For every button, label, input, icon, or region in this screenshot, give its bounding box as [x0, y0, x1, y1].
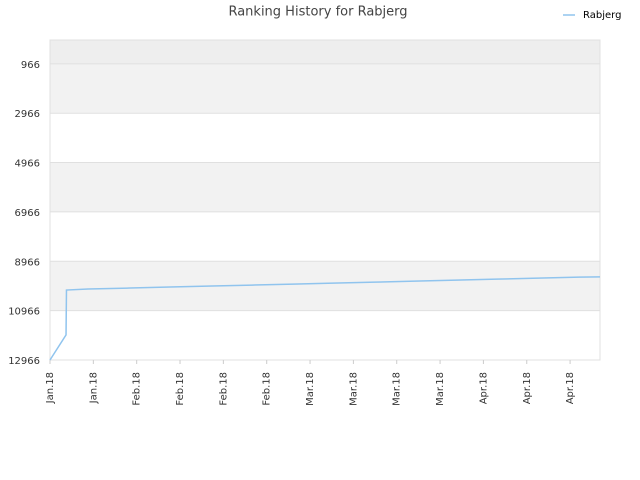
y-tick-label: 4966 [15, 159, 40, 170]
series-line [49, 276, 601, 361]
plot-band [50, 211, 600, 262]
y-tick-label: 966 [21, 60, 40, 71]
x-tick-label: Feb.18 [262, 372, 273, 406]
x-tick-label: Mar.18 [348, 372, 359, 406]
x-tick-label: Feb.18 [175, 372, 186, 406]
plot-band [50, 310, 600, 360]
plot-band [50, 113, 600, 163]
plot-band [50, 261, 600, 311]
x-tick-label: Mar.18 [305, 372, 316, 406]
plot-band [50, 40, 600, 64]
legend-label: Rabjerg [583, 10, 621, 21]
y-tick-label: 6966 [15, 208, 40, 219]
y-tick-label: 8966 [15, 257, 40, 268]
x-tick-label: Jan.18 [45, 372, 56, 404]
plot-frame [49, 39, 601, 361]
plot-band [50, 162, 600, 212]
x-tick-label: Mar.18 [435, 372, 446, 406]
x-tick-label: Apr.18 [522, 372, 533, 404]
x-tick-label: Jan.18 [88, 372, 99, 404]
x-tick-label: Mar.18 [392, 372, 403, 406]
x-tick-label: Apr.18 [478, 372, 489, 404]
x-tick-label: Apr.18 [565, 372, 576, 404]
chart-title: Ranking History for Rabjerg [228, 5, 407, 20]
plot-band [50, 63, 600, 114]
y-tick-label: 10966 [8, 307, 40, 318]
y-tick-label: 12966 [8, 356, 40, 367]
x-tick-label: Feb.18 [218, 372, 229, 406]
x-tick-label: Feb.18 [132, 372, 143, 406]
y-tick-label: 2966 [15, 109, 40, 120]
